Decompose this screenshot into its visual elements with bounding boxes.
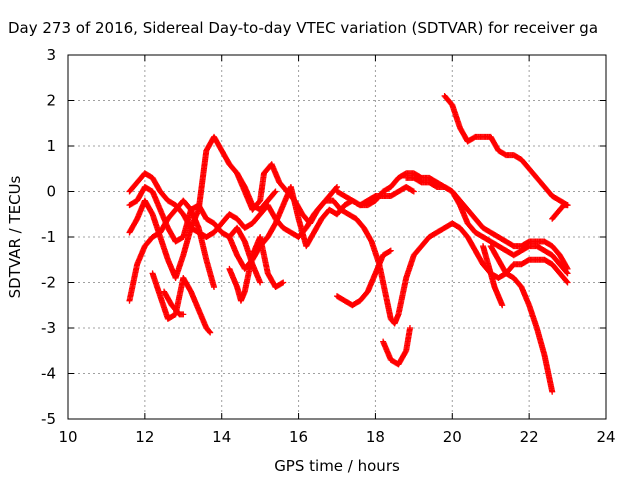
data-point xyxy=(499,302,506,309)
series-track-l xyxy=(334,247,394,309)
y-tick-label: 3 xyxy=(46,46,56,64)
y-tick-label: -4 xyxy=(41,365,56,383)
chart-title: Day 273 of 2016, Sidereal Day-to-day VTE… xyxy=(8,19,598,37)
x-tick-label: 18 xyxy=(366,428,385,446)
x-tick-label: 24 xyxy=(596,428,615,446)
series-track-d xyxy=(126,133,279,281)
data-point xyxy=(272,188,279,195)
data-point xyxy=(280,279,287,286)
series-track-p xyxy=(487,243,556,395)
y-tick-label: -5 xyxy=(41,410,56,428)
data-point xyxy=(410,188,417,195)
plot-frame xyxy=(67,54,607,420)
x-tick-label: 16 xyxy=(289,428,308,446)
data-point xyxy=(211,284,218,291)
x-tick-label: 22 xyxy=(520,428,539,446)
y-tick-label: 2 xyxy=(46,92,56,110)
data-point xyxy=(206,328,213,335)
data-point xyxy=(563,269,570,276)
x-tick-label: 14 xyxy=(212,428,231,446)
series-track-k xyxy=(403,174,571,277)
data-point xyxy=(333,184,340,191)
data-point xyxy=(271,189,278,196)
data-point xyxy=(257,279,264,286)
data-point xyxy=(386,248,393,255)
data-point xyxy=(387,247,394,254)
grid xyxy=(68,55,606,419)
series-track-q xyxy=(480,243,506,309)
data-point xyxy=(564,270,571,277)
data-point xyxy=(407,325,414,331)
series-track-e xyxy=(149,270,214,336)
data-point xyxy=(549,388,556,395)
series-track-o xyxy=(549,202,571,222)
data-point xyxy=(180,311,187,318)
series-track-b xyxy=(126,183,264,286)
x-tick-label: 12 xyxy=(135,428,154,446)
series-track-h xyxy=(226,234,287,304)
data-points xyxy=(126,92,571,395)
y-tick-label: -1 xyxy=(41,228,56,246)
data-point xyxy=(564,279,571,286)
y-tick-label: 0 xyxy=(46,183,56,201)
series-track-g xyxy=(226,183,417,272)
y-tick-label: -2 xyxy=(41,274,56,292)
data-point xyxy=(564,202,571,209)
series-track-m xyxy=(380,325,414,368)
y-tick-label: 1 xyxy=(46,137,56,155)
series-track-n xyxy=(441,92,571,209)
y-tick-label: -3 xyxy=(41,319,56,337)
series-track-j xyxy=(334,170,571,272)
data-point xyxy=(207,329,214,336)
x-tick-label: 20 xyxy=(443,428,462,446)
data-point xyxy=(563,278,570,285)
y-axis-label: SDTVAR / TECUs xyxy=(6,175,24,298)
series-track-f xyxy=(161,288,187,318)
x-tick-label: 10 xyxy=(58,428,77,446)
x-axis-label: GPS time / hours xyxy=(274,457,400,475)
